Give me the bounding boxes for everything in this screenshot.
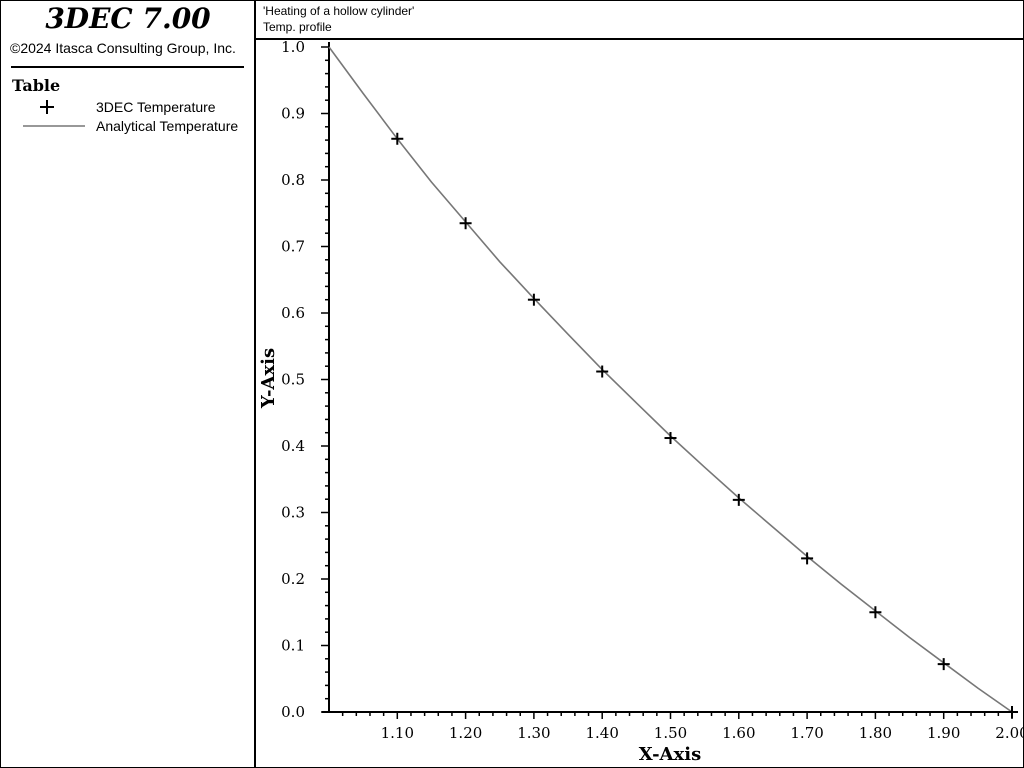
x-axis-title: X-Axis	[639, 744, 701, 765]
data-point-3dec-temperature	[391, 132, 404, 145]
x-tick-label: 1.60	[722, 724, 755, 742]
x-tick-label: 1.80	[859, 724, 892, 742]
data-point-3dec-temperature	[459, 217, 472, 230]
data-point-3dec-temperature	[732, 493, 745, 506]
y-tick-label: 0.5	[281, 371, 305, 389]
series-line-analytical-temperature	[328, 46, 1013, 713]
x-tick-label: 1.90	[927, 724, 960, 742]
data-point-3dec-temperature	[527, 293, 540, 306]
x-tick-label: 1.20	[449, 724, 482, 742]
y-tick-label: 0.8	[281, 171, 305, 189]
data-point-3dec-temperature	[801, 552, 814, 565]
x-tick-label: 1.50	[654, 724, 687, 742]
legend-label: 3DEC Temperature	[96, 99, 216, 115]
data-point-3dec-temperature	[1006, 706, 1018, 718]
x-tick-label: 2.00	[995, 724, 1024, 742]
y-tick-label: 0.7	[281, 238, 305, 256]
legend-panel: 3DEC 7.00 ©2024 Itasca Consulting Group,…	[0, 0, 256, 768]
app-title: 3DEC 7.00	[45, 2, 211, 35]
plot-subtitle: Temp. profile	[263, 20, 332, 34]
line-swatch-icon	[23, 125, 85, 127]
y-tick-label: 0.4	[281, 437, 305, 455]
data-point-3dec-temperature	[664, 432, 677, 445]
plot-header: 'Heating of a hollow cylinder' Temp. pro…	[256, 0, 1024, 40]
y-tick-label: 0.3	[281, 504, 305, 522]
legend-heading: Table	[12, 76, 61, 95]
x-tick-label: 1.30	[517, 724, 550, 742]
data-point-3dec-temperature	[937, 658, 950, 671]
data-point-3dec-temperature	[869, 606, 882, 619]
legend-item-analytical-temperature: Analytical Temperature	[22, 117, 256, 135]
y-tick-label: 1.0	[281, 38, 305, 56]
y-tick-label: 0.6	[281, 304, 305, 322]
copyright-text: ©2024 Itasca Consulting Group, Inc.	[10, 40, 236, 56]
plus-marker-icon	[40, 100, 54, 114]
legend-item-3dec-temperature: 3DEC Temperature	[22, 98, 256, 116]
y-tick-label: 0.1	[281, 637, 305, 655]
y-tick-label: 0.9	[281, 105, 305, 123]
x-tick-label: 1.10	[381, 724, 414, 742]
legend-label: Analytical Temperature	[96, 118, 239, 134]
y-tick-label: 0.0	[281, 703, 305, 721]
y-tick-label: 0.2	[281, 570, 305, 588]
y-axis-title: Y-Axis	[258, 348, 279, 409]
plot-title: 'Heating of a hollow cylinder'	[263, 4, 415, 18]
data-point-3dec-temperature	[596, 365, 609, 378]
legend-divider	[11, 66, 244, 68]
x-tick-label: 1.70	[790, 724, 823, 742]
x-tick-label: 1.40	[585, 724, 618, 742]
